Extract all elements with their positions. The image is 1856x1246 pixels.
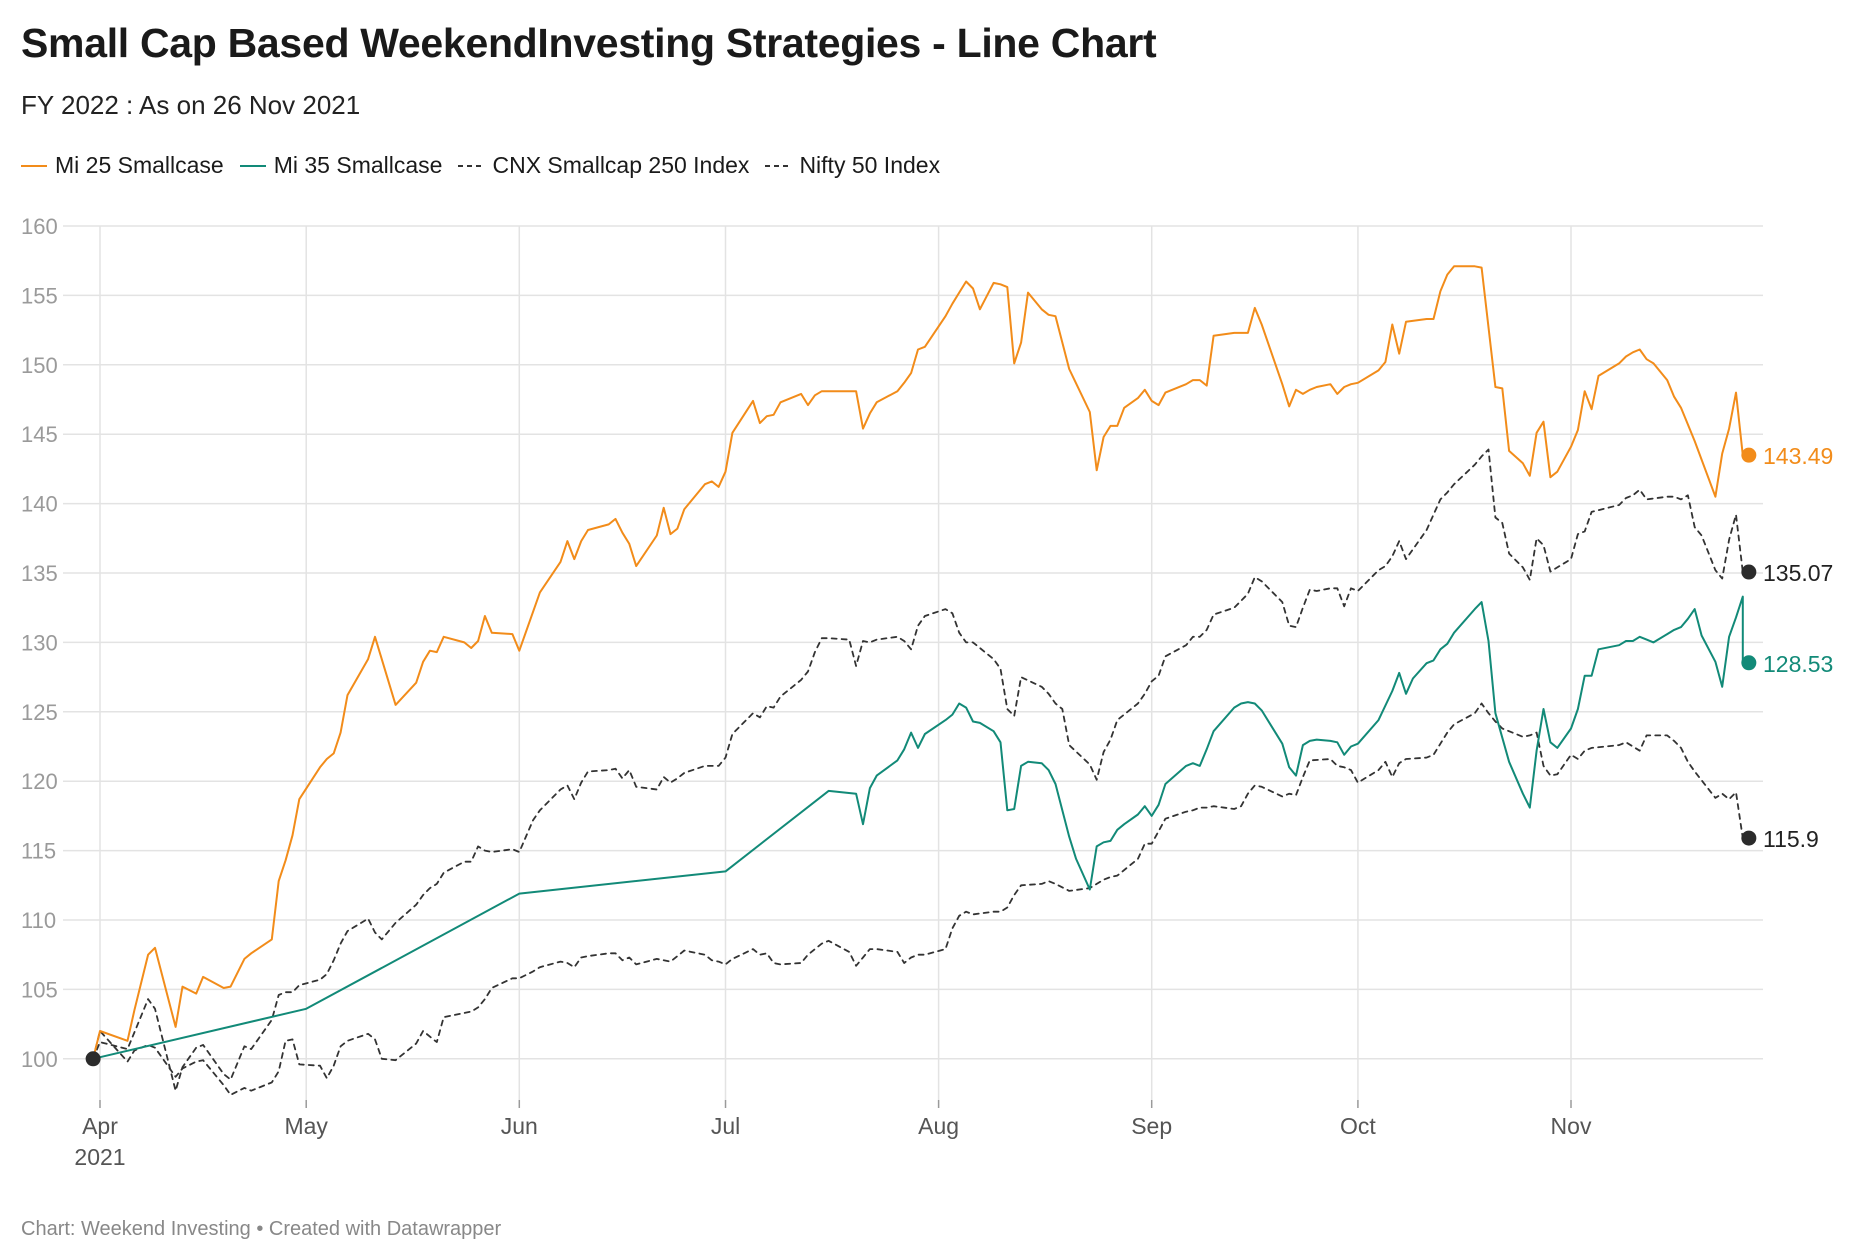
legend: Mi 25 Smallcase Mi 35 Smallcase CNX Smal… — [21, 152, 956, 179]
x-tick-label: Jul — [711, 1113, 740, 1139]
x-tick-label: Oct — [1340, 1113, 1376, 1139]
x-tick-sublabel: 2021 — [74, 1144, 125, 1170]
legend-label: Mi 25 Smallcase — [55, 152, 224, 178]
legend-label: Mi 35 Smallcase — [273, 152, 443, 178]
legend-label: CNX Smallcap 250 Index — [492, 152, 750, 178]
y-tick-label: 115 — [21, 839, 56, 864]
series-line-nifty-50-index — [92, 702, 1744, 1096]
end-value-label: 135.07 — [1763, 560, 1833, 586]
legend-swatch-solid-green — [239, 164, 266, 167]
y-tick-label: 125 — [21, 700, 58, 725]
x-tick-label: Aug — [918, 1113, 959, 1139]
legend-swatch-dashed-black — [458, 164, 485, 167]
legend-swatch-dashed-black — [765, 164, 792, 167]
end-point-marker — [1741, 830, 1757, 846]
y-tick-label: 160 — [21, 214, 58, 239]
y-tick-label: 155 — [21, 283, 58, 308]
x-tick-label: Sep — [1131, 1113, 1172, 1139]
y-tick-label: 130 — [21, 630, 58, 655]
y-tick-label: 100 — [21, 1047, 58, 1072]
end-point-marker — [1741, 655, 1757, 671]
y-tick-label: 135 — [21, 561, 58, 586]
start-point-marker — [85, 1051, 101, 1067]
end-value-label: 143.49 — [1763, 443, 1833, 469]
chart-subtitle: FY 2022 : As on 26 Nov 2021 — [21, 90, 361, 120]
y-tick-label: 120 — [21, 769, 58, 794]
end-value-label: 115.9 — [1763, 826, 1819, 852]
y-tick-label: 145 — [21, 422, 58, 447]
end-point-marker — [1741, 564, 1757, 580]
end-point-marker — [1741, 447, 1757, 463]
x-tick-label: Jun — [501, 1113, 538, 1139]
legend-item-mi35: Mi 35 Smallcase — [239, 152, 443, 179]
legend-item-nifty50: Nifty 50 Index — [765, 152, 940, 179]
series-line-mi-25-smallcase — [92, 265, 1744, 1060]
legend-label: Nifty 50 Index — [799, 152, 941, 178]
chart-footer: Chart: Weekend Investing • Created with … — [21, 1218, 502, 1240]
y-tick-label: 150 — [21, 353, 58, 378]
legend-item-cnx-smallcap: CNX Smallcap 250 Index — [458, 152, 749, 179]
legend-swatch-solid-orange — [21, 164, 47, 167]
y-tick-label: 110 — [21, 908, 56, 933]
x-tick-label: Nov — [1551, 1113, 1592, 1139]
series-line-mi-35-smallcase — [92, 595, 1744, 1060]
chart-title: Small Cap Based WeekendInvesting Strateg… — [21, 20, 1157, 66]
series-line-cnx-smallcap-250-index — [92, 448, 1744, 1092]
x-tick-label: Apr — [82, 1113, 118, 1139]
legend-item-mi25: Mi 25 Smallcase — [21, 152, 224, 179]
x-tick-label: May — [284, 1113, 328, 1139]
y-tick-label: 140 — [21, 492, 58, 517]
y-tick-label: 105 — [21, 977, 58, 1002]
end-value-label: 128.53 — [1763, 651, 1833, 677]
